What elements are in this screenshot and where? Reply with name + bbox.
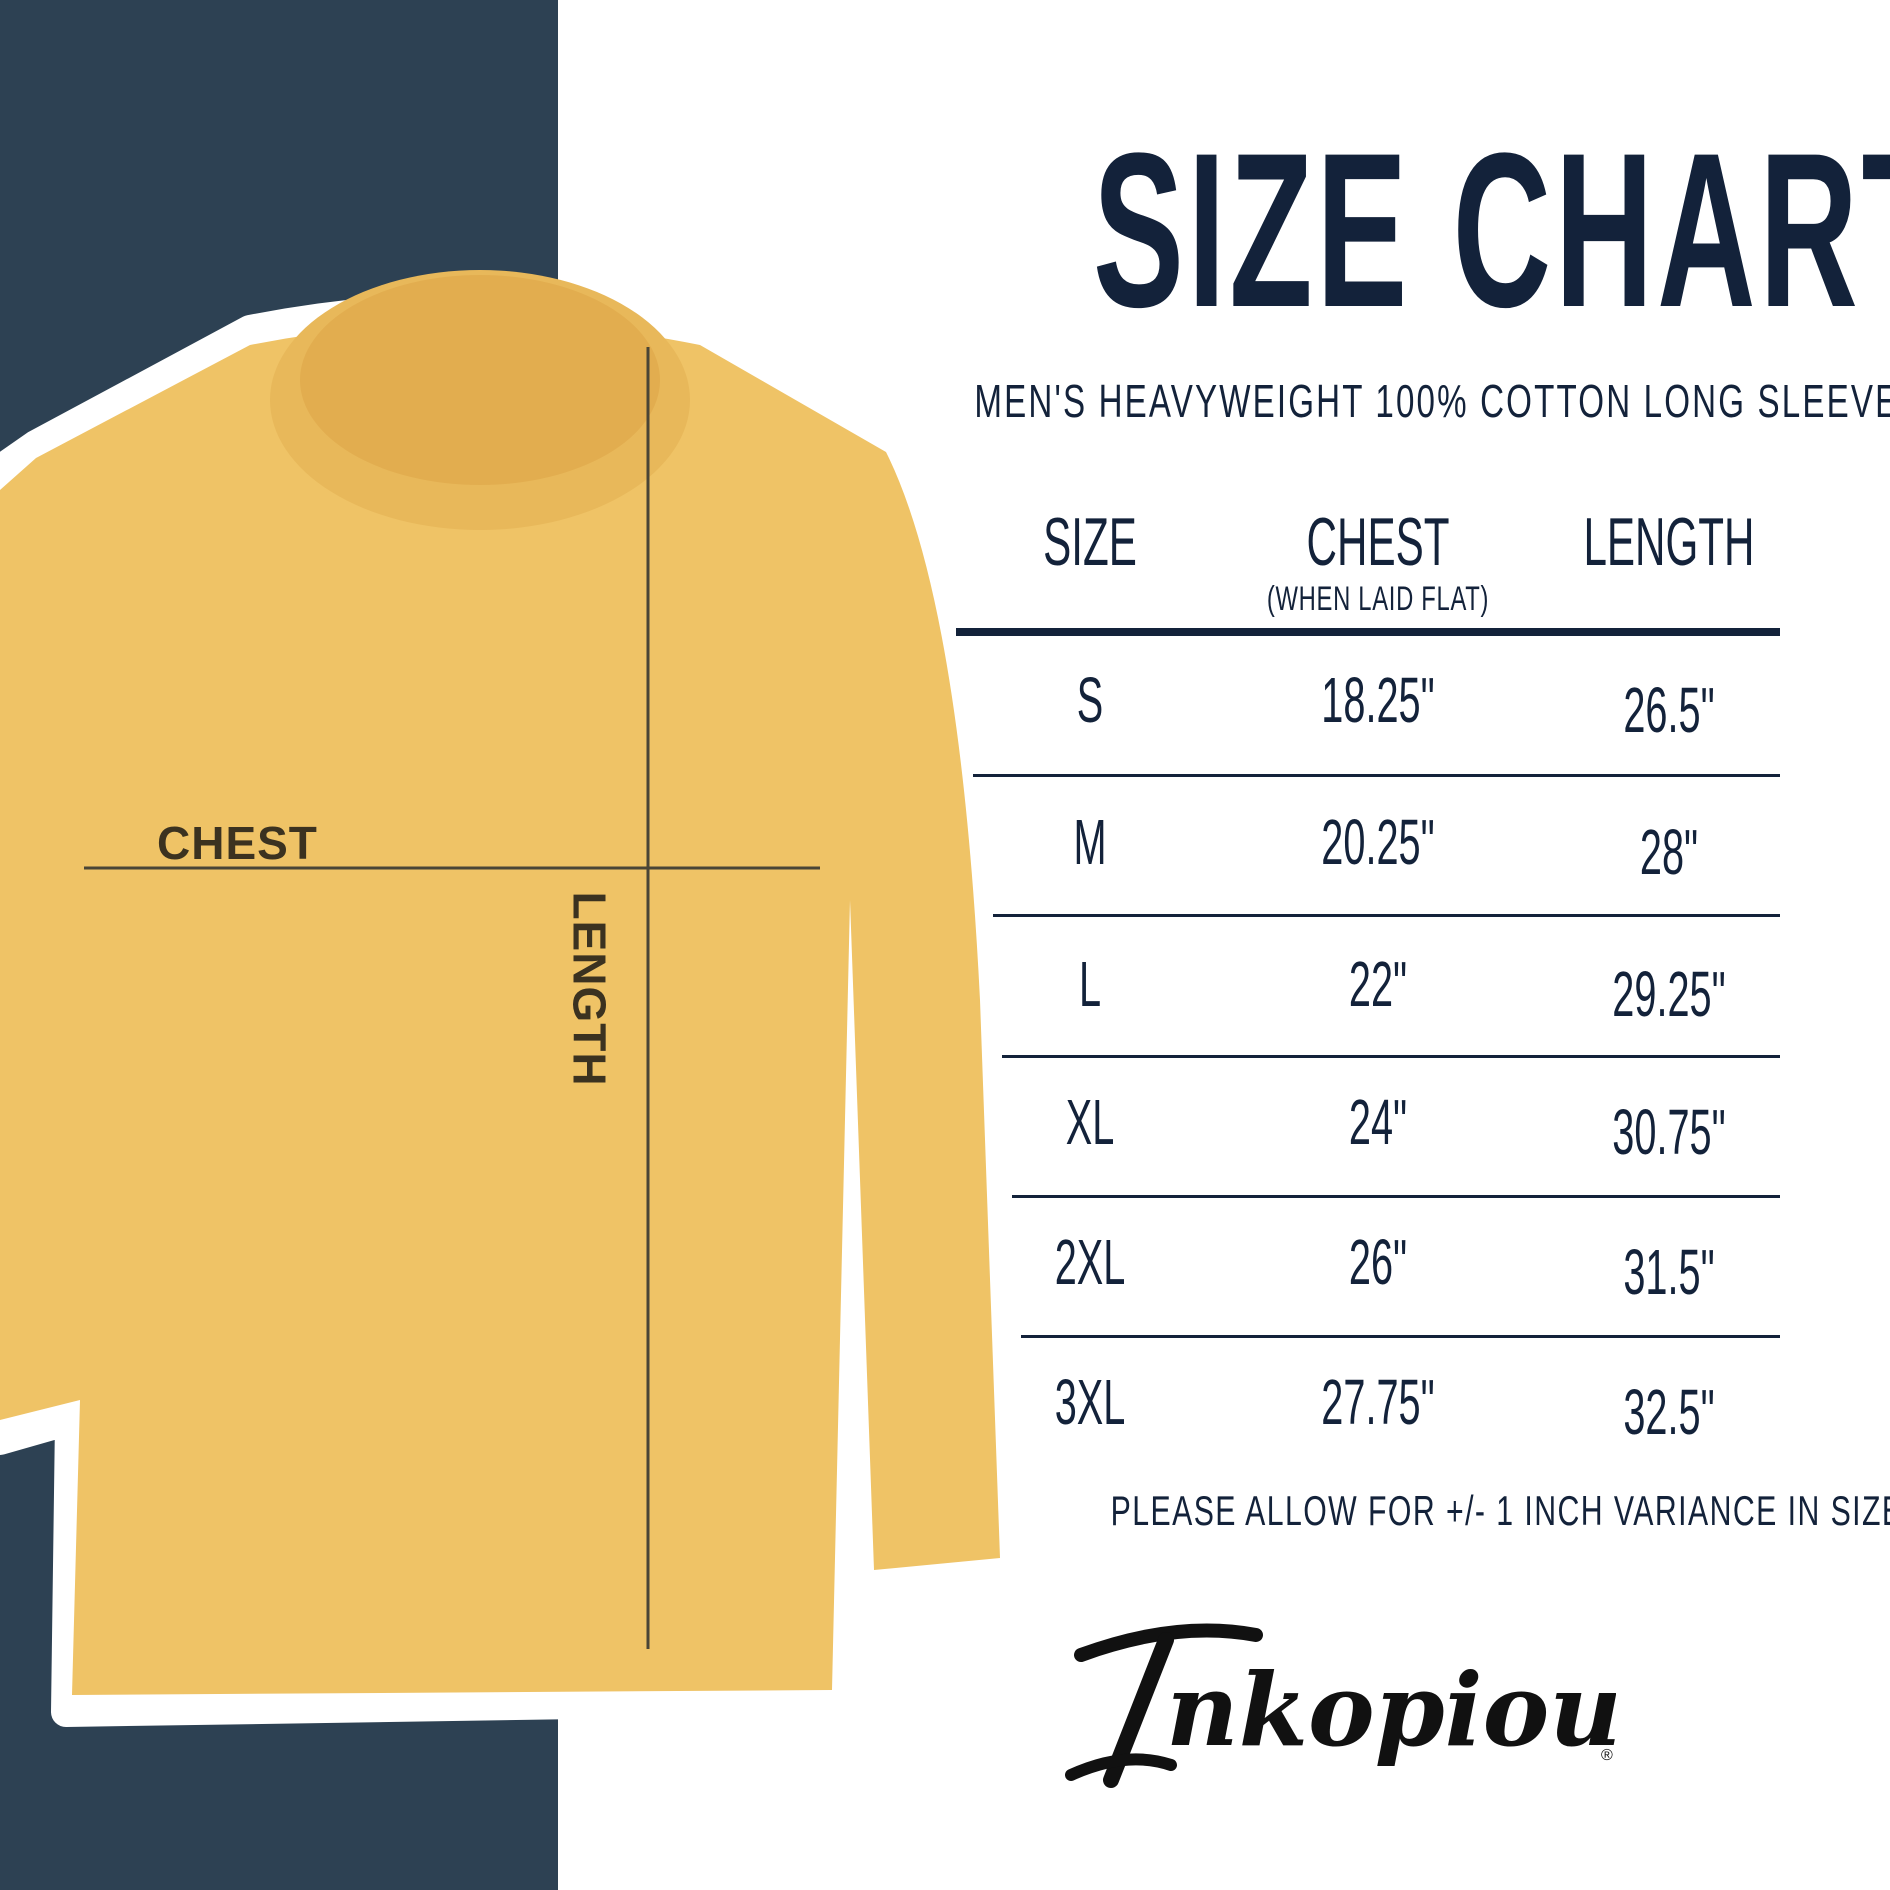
header-size: SIZE — [1043, 504, 1137, 580]
cell-chest: 18.25" — [1321, 664, 1435, 736]
chest-label: CHEST — [157, 817, 318, 869]
cell-size: XL — [1065, 1086, 1115, 1158]
cell-size: M — [1073, 806, 1107, 878]
cell-chest: 24" — [1348, 1086, 1408, 1158]
cell-chest: 22" — [1348, 948, 1408, 1020]
svg-text:®: ® — [1601, 1747, 1613, 1764]
cell-length: 28" — [1639, 816, 1699, 888]
variance-note: PLEASE ALLOW FOR +/- 1 INCH VARIANCE IN … — [1110, 1487, 1890, 1534]
row-divider — [1021, 1335, 1780, 1338]
cell-size: L — [1078, 948, 1102, 1020]
header-chest-note: (WHEN LAID FLAT) — [1266, 580, 1490, 618]
cell-length: 30.75" — [1612, 1096, 1726, 1168]
cell-length: 26.5" — [1623, 674, 1715, 746]
row-divider — [993, 914, 1780, 917]
shirt-illustration — [0, 270, 1000, 1695]
cell-chest: 20.25" — [1321, 806, 1435, 878]
cell-size: 2XL — [1054, 1226, 1126, 1298]
row-divider — [1002, 1055, 1780, 1058]
cell-length: 32.5" — [1623, 1376, 1715, 1448]
cell-size: 3XL — [1054, 1366, 1126, 1438]
page-title: SIZE CHART — [1092, 107, 1890, 353]
cell-length: 29.25" — [1612, 958, 1726, 1030]
header-divider — [956, 628, 1780, 636]
inkopious-logo: nkopious ® — [1065, 1623, 1616, 1788]
cell-size: S — [1076, 664, 1104, 736]
cell-length: 31.5" — [1623, 1236, 1715, 1308]
shirt-neck-opening — [300, 275, 660, 485]
cell-chest: 27.75" — [1321, 1366, 1435, 1438]
header-chest: CHEST — [1306, 504, 1450, 580]
cell-chest: 26" — [1348, 1226, 1408, 1298]
page-subtitle: MEN'S HEAVYWEIGHT 100% COTTON LONG SLEEV… — [974, 375, 1890, 427]
row-divider — [1012, 1195, 1780, 1198]
header-length: LENGTH — [1583, 504, 1755, 580]
length-label: LENGTH — [563, 891, 616, 1087]
shirt-body — [0, 322, 1000, 1695]
svg-text:nkopious: nkopious — [1166, 1651, 1616, 1769]
row-divider — [973, 774, 1780, 777]
